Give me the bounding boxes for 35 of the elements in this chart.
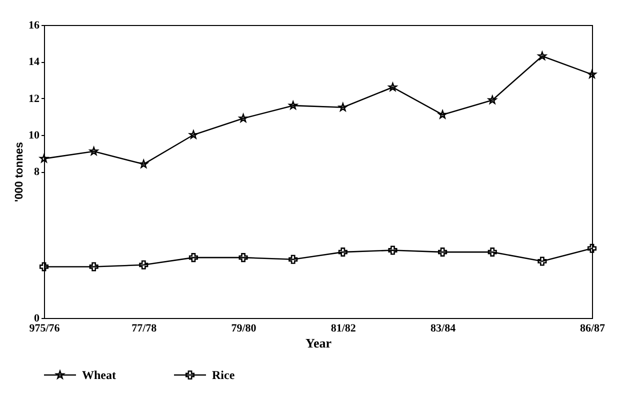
x-tick-label: 77/78 <box>132 322 158 334</box>
x-tick-label: 81/82 <box>330 322 356 334</box>
point <box>438 248 448 257</box>
x-tick-label: 86/87 <box>580 322 606 334</box>
y-tick-label: 0 <box>34 312 40 324</box>
point <box>587 244 597 253</box>
point <box>189 130 198 139</box>
x-axis-title: Year <box>306 336 332 350</box>
point <box>139 260 148 270</box>
point <box>89 262 98 272</box>
point <box>40 154 48 162</box>
y-tick-label: 10 <box>28 129 40 142</box>
point <box>39 262 49 272</box>
point <box>588 70 596 78</box>
y-tick-label: 16 <box>28 20 40 32</box>
y-tick-label: 12 <box>28 92 40 105</box>
point <box>238 114 248 122</box>
x-tick-label: 975/76 <box>29 322 60 334</box>
point <box>438 110 447 119</box>
point <box>238 253 248 262</box>
point <box>288 254 298 264</box>
legend-label: Rice <box>212 368 236 382</box>
point <box>89 146 98 156</box>
y-tick-label: 14 <box>28 56 40 68</box>
x-tick-label: 79/80 <box>231 322 257 334</box>
y-tick-label: 8 <box>34 166 40 178</box>
point <box>388 82 398 92</box>
point <box>338 248 348 257</box>
point <box>538 256 547 266</box>
point <box>488 248 497 257</box>
point <box>188 253 198 262</box>
legend-label: Wheat <box>82 368 116 382</box>
point <box>388 246 398 255</box>
y-axis-title: '000 tonnes <box>14 142 26 202</box>
x-tick-label: 83/84 <box>430 322 456 334</box>
